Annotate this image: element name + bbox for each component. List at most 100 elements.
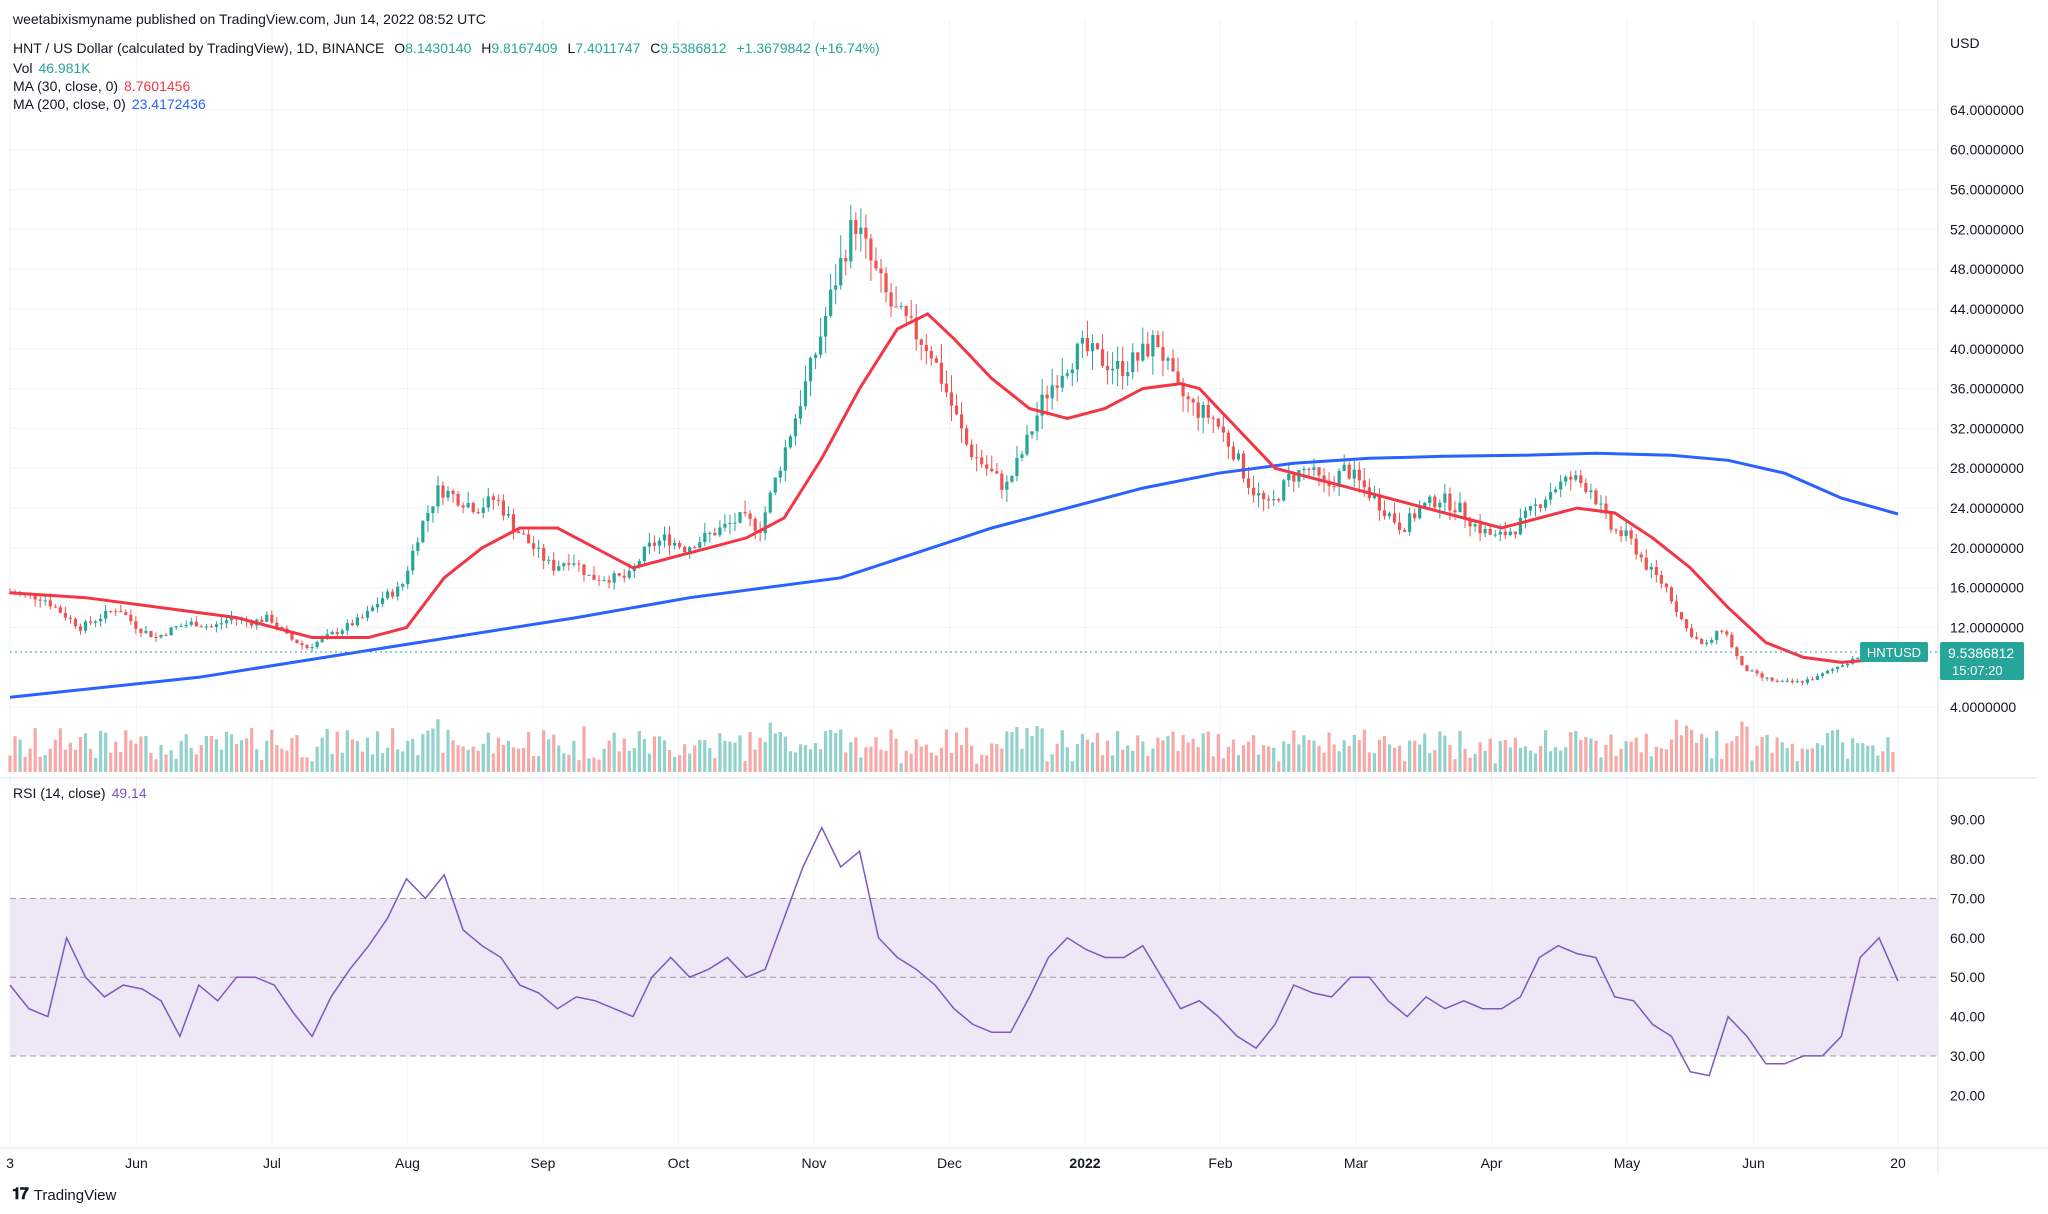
- volume-bar: [88, 749, 93, 772]
- candle-body: [1332, 486, 1336, 488]
- volume-bar: [954, 732, 959, 772]
- candle-body: [1418, 507, 1422, 519]
- volume-bar: [1644, 733, 1648, 772]
- volume-bar: [1070, 761, 1074, 772]
- candle-body: [436, 485, 440, 507]
- volume-bar: [1861, 743, 1865, 772]
- time-tick-label: Mar: [1344, 1155, 1368, 1171]
- volume-bar: [270, 729, 274, 772]
- candle-body: [1236, 453, 1241, 460]
- candle-body: [652, 542, 657, 546]
- candle-body: [1000, 473, 1004, 490]
- volume-bar: [1483, 750, 1487, 772]
- candle-body: [1775, 680, 1779, 682]
- volume-bar: [305, 757, 309, 772]
- volume-bar: [1020, 748, 1024, 772]
- volume-bar: [375, 731, 380, 772]
- candle-body: [451, 490, 455, 495]
- candle-body: [78, 626, 83, 631]
- volume-bar: [1634, 737, 1638, 772]
- volume-bar: [295, 735, 299, 772]
- candle-body: [1624, 530, 1628, 536]
- volume-bar: [1468, 757, 1472, 772]
- candle-body: [1191, 399, 1195, 403]
- candle-body: [93, 621, 98, 623]
- volume-bar: [1377, 739, 1382, 772]
- ma30-legend[interactable]: MA (30, close, 0) 8.7601456: [13, 77, 196, 95]
- candle-body: [1171, 358, 1175, 372]
- volume-bar: [980, 754, 984, 772]
- volume-bar: [1110, 755, 1115, 772]
- price-tick-label: 44.0000000: [1950, 301, 2024, 317]
- candle-body: [396, 586, 400, 597]
- rsi-line: [9, 825, 1899, 1077]
- volume-bar: [1418, 744, 1422, 772]
- volume-bar: [1750, 760, 1754, 772]
- candle-body: [88, 621, 93, 623]
- volume-bar: [1085, 739, 1090, 772]
- volume-bar: [1785, 748, 1789, 772]
- volume-bar: [13, 736, 17, 772]
- candle-body: [733, 522, 737, 524]
- volume-bar: [219, 749, 224, 772]
- candle-body: [431, 506, 435, 513]
- volume-bar: [320, 737, 324, 772]
- volume-bar: [1055, 743, 1059, 772]
- candle-body: [1730, 634, 1734, 648]
- candle-body: [466, 503, 470, 508]
- candle-body: [1020, 454, 1024, 458]
- volume-bar: [1231, 739, 1236, 772]
- candle-body: [149, 631, 153, 638]
- candle-body: [114, 611, 118, 613]
- volume-bar: [1332, 744, 1336, 772]
- time-tick-label: Jun: [1742, 1155, 1765, 1171]
- candle-body: [1080, 338, 1084, 344]
- candle-body: [1045, 394, 1049, 399]
- candle-body: [1569, 476, 1573, 480]
- candle-body: [1251, 487, 1256, 496]
- volume-bar: [204, 735, 208, 772]
- candle-body: [1841, 665, 1845, 667]
- volume-legend[interactable]: Vol 46.981K: [13, 59, 97, 77]
- candle-body: [1372, 495, 1376, 499]
- candle-body: [1186, 396, 1190, 400]
- volume-bar: [38, 756, 42, 772]
- candle-body: [1352, 469, 1356, 479]
- candle-body: [1800, 681, 1804, 683]
- candle-body: [1095, 343, 1100, 350]
- candle-body: [481, 507, 485, 513]
- candle-body: [612, 573, 616, 583]
- candle-body: [33, 594, 37, 600]
- ma200-legend[interactable]: MA (200, close, 0) 23.4172436: [13, 95, 212, 113]
- volume-bar: [234, 744, 239, 772]
- candle-body: [637, 561, 641, 566]
- candle-body: [199, 626, 203, 628]
- candle-body: [783, 447, 787, 471]
- candle-body: [1609, 513, 1613, 530]
- candle-body: [562, 563, 566, 567]
- candle-body: [753, 518, 757, 531]
- candle-body: [1342, 464, 1346, 471]
- price-badge-value: 9.5386812: [1948, 645, 2014, 661]
- volume-bar: [63, 749, 67, 772]
- volume-bar: [1131, 750, 1135, 772]
- rsi-legend[interactable]: RSI (14, close) 49.14: [13, 784, 153, 802]
- candle-body: [1226, 432, 1230, 447]
- candle-body: [723, 523, 727, 528]
- candle-body: [1825, 670, 1830, 674]
- candle-body: [179, 626, 183, 628]
- volume-bar: [683, 744, 687, 772]
- candle-body: [1392, 513, 1397, 523]
- volume-bar: [1886, 737, 1890, 772]
- volume-bar: [763, 741, 767, 772]
- volume-bar: [1815, 743, 1820, 772]
- candle-body: [1513, 531, 1517, 535]
- volume-bar: [1720, 758, 1724, 772]
- volume-bar: [229, 734, 234, 772]
- price-tick-label: 28.0000000: [1950, 460, 2024, 476]
- candle-body: [38, 599, 42, 601]
- candle-body: [1085, 338, 1090, 352]
- candle-body: [1805, 679, 1809, 683]
- tradingview-logo[interactable]: 𝟏𝟕 TradingView: [12, 1186, 116, 1204]
